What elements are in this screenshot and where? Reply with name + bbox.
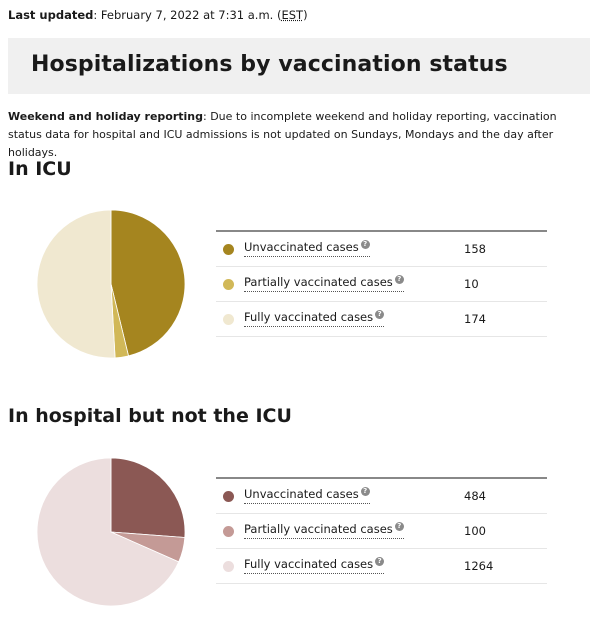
icu-section-title: In ICU [8,158,72,180]
legend-label[interactable]: Unvaccinated cases? [244,487,370,504]
help-icon[interactable]: ? [375,310,385,320]
legend-label[interactable]: Unvaccinated cases? [244,240,370,257]
legend-label[interactable]: Partially vaccinated cases? [244,275,404,292]
pie-slice-fully-vaccinated-cases[interactable] [36,209,116,359]
legend-label[interactable]: Fully vaccinated cases? [244,310,385,327]
legend-label[interactable]: Fully vaccinated cases? [244,557,385,574]
help-icon[interactable]: ? [394,275,404,285]
last-updated-close: ) [303,8,308,22]
legend-swatch [223,491,234,502]
legend-row: Fully vaccinated cases? 174 [216,302,547,337]
legend-row: Unvaccinated cases? 158 [216,232,547,267]
help-icon[interactable]: ? [360,240,370,250]
legend-value: 484 [464,489,486,503]
legend-swatch [223,561,234,572]
help-icon[interactable]: ? [394,522,404,532]
legend-swatch [223,314,234,325]
pie-slice-fully-vaccinated-cases[interactable] [36,457,180,607]
hospital-legend-table: Unvaccinated cases? 484 Partially vaccin… [216,477,547,584]
reporting-note-label: Weekend and holiday reporting [8,110,203,123]
legend-label[interactable]: Partially vaccinated cases? [244,522,404,539]
legend-row: Partially vaccinated cases? 10 [216,267,547,302]
last-updated-label: Last updated [8,8,94,22]
timezone-abbr[interactable]: EST [281,8,304,22]
legend-value: 10 [464,277,479,291]
page-title: Hospitalizations by vaccination status [31,52,508,77]
hospital-pie-chart [36,457,186,607]
legend-swatch [223,279,234,290]
last-updated: Last updated: February 7, 2022 at 7:31 a… [8,8,308,22]
page-title-banner: Hospitalizations by vaccination status [8,38,590,94]
pie-slice-unvaccinated-cases[interactable] [110,209,186,357]
legend-row: Fully vaccinated cases? 1264 [216,549,547,584]
icu-pie-chart [36,209,186,359]
pie-slice-unvaccinated-cases[interactable] [110,457,186,538]
legend-row: Partially vaccinated cases? 100 [216,514,547,549]
help-icon[interactable]: ? [375,557,385,567]
help-icon[interactable]: ? [360,487,370,497]
legend-value: 1264 [464,559,494,573]
reporting-note-text: : Due to incomplete weekend and holiday … [8,110,557,159]
legend-row: Unvaccinated cases? 484 [216,479,547,514]
legend-value: 174 [464,312,486,326]
hospital-section-title: In hospital but not the ICU [8,405,292,427]
legend-swatch [223,244,234,255]
legend-swatch [223,526,234,537]
reporting-note: Weekend and holiday reporting: Due to in… [8,108,583,162]
legend-value: 158 [464,242,486,256]
icu-legend-table: Unvaccinated cases? 158 Partially vaccin… [216,230,547,337]
last-updated-text: : February 7, 2022 at 7:31 a.m. ( [93,8,282,22]
legend-value: 100 [464,524,486,538]
